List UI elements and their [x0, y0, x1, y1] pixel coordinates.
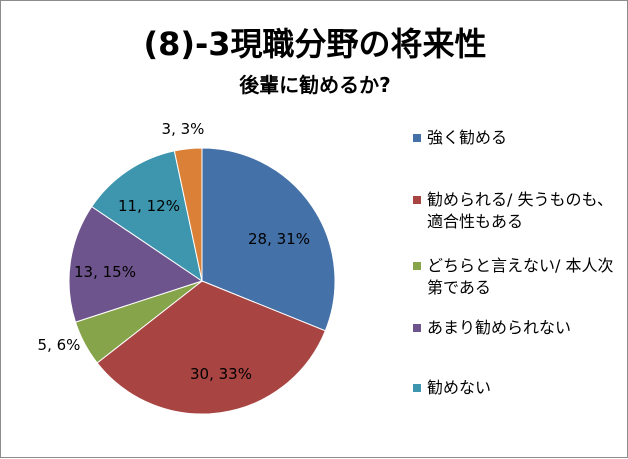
data-label: 5, 6% — [38, 336, 81, 354]
legend-swatch — [413, 262, 421, 270]
pie-slice — [68, 205, 204, 323]
data-label: 28, 31% — [248, 230, 310, 248]
legend-label: 勧められる/ 失うものも、適合性もある — [427, 190, 613, 231]
data-label: 13, 15% — [74, 263, 136, 281]
legend-label: どちらと言えない/ 本人次第である — [427, 256, 614, 297]
data-label: 3, 3% — [162, 120, 205, 138]
legend-label: 強く勧める — [427, 128, 508, 147]
pie-slice — [173, 147, 203, 282]
pie-slice — [96, 280, 326, 415]
data-label: 11, 12% — [118, 197, 180, 215]
legend-swatch — [413, 324, 421, 332]
chart-subtitle: 後輩に勧めるか? — [239, 73, 391, 97]
legend-swatch — [413, 384, 421, 392]
pie-slice — [201, 147, 336, 332]
legend-label: 勧めない — [427, 378, 492, 397]
data-label: 30, 33% — [190, 365, 252, 383]
legend-label: あまり勧められない — [427, 318, 572, 337]
legend-swatch — [413, 196, 421, 204]
legend-swatch — [413, 134, 421, 142]
chart-title: (8)-3現職分野の将来性 — [143, 25, 487, 63]
pie-slice — [91, 150, 203, 283]
